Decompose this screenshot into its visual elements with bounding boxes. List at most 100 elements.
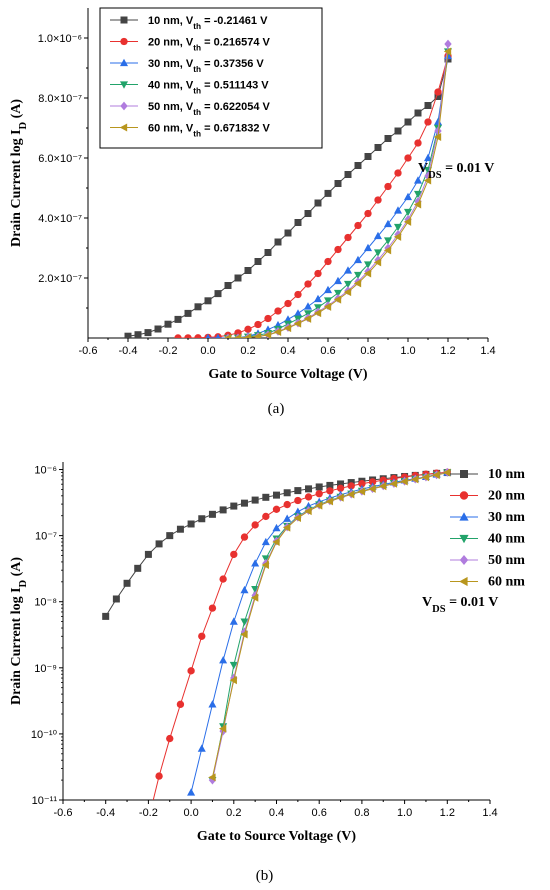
data-point [384, 135, 392, 142]
legend-marker [120, 16, 128, 24]
data-point [184, 309, 192, 317]
data-point [294, 487, 302, 495]
data-point [353, 279, 362, 288]
y-tick-label: 1.0×10⁻⁶ [38, 33, 82, 45]
data-point [250, 593, 259, 602]
data-point [294, 496, 302, 505]
data-point [187, 667, 195, 675]
y-tick-label: 8.0×10⁻⁷ [38, 93, 82, 105]
data-point [304, 280, 312, 288]
data-point [243, 333, 252, 338]
y-tick-label: 10⁻¹⁰ [31, 729, 58, 741]
y-tick-label: 10⁻⁸ [34, 597, 57, 609]
legend-label: 40 nm [488, 532, 525, 547]
data-point [176, 525, 184, 533]
data-point [184, 334, 192, 338]
data-point [403, 192, 413, 201]
data-point [102, 612, 110, 620]
x-tick-label: -0.6 [54, 807, 73, 819]
data-point [434, 88, 442, 96]
series-40-nm-line [211, 472, 448, 781]
data-point [164, 320, 172, 328]
legend-item: 10 nm, Vth = -0.21461 V [110, 15, 268, 31]
data-point [229, 661, 238, 670]
data-point [384, 182, 392, 191]
data-point [373, 249, 383, 257]
data-point [134, 331, 142, 338]
legend-label: 60 nm [488, 575, 525, 590]
x-tick-label: -0.4 [96, 807, 115, 819]
data-point [373, 231, 383, 240]
data-point [363, 243, 373, 252]
plot-area [124, 39, 453, 338]
data-point [251, 521, 259, 529]
data-point [283, 315, 293, 323]
data-point [214, 290, 222, 298]
legend-item: 20 nm, Vth = 0.216574 V [110, 37, 271, 52]
legend-marker [459, 576, 468, 587]
data-point [364, 209, 372, 218]
panel-caption: (b) [256, 868, 274, 884]
data-point [283, 514, 292, 522]
legend-marker [459, 512, 469, 521]
data-point [411, 475, 419, 484]
data-point [244, 267, 252, 274]
data-point [293, 507, 302, 515]
data-point [368, 478, 377, 486]
vds-annotation: VDS = 0.01 V [422, 595, 498, 615]
data-point [333, 276, 343, 285]
legend-marker [119, 58, 129, 67]
data-point [383, 219, 393, 228]
data-point [304, 493, 313, 501]
data-point [324, 257, 332, 266]
data-point [444, 39, 452, 49]
data-point [273, 327, 282, 337]
data-point [262, 512, 270, 521]
data-point [325, 497, 334, 506]
data-point [358, 480, 366, 488]
legend-item: 50 nm, Vth = 0.622054 V [110, 101, 271, 117]
data-point [304, 507, 312, 516]
x-tick-label: 0.0 [183, 807, 198, 819]
x-tick-label: 0.8 [354, 807, 369, 819]
data-point [424, 118, 432, 126]
data-point [194, 334, 202, 338]
legend-item: 40 nm, Vth = 0.511143 V [110, 80, 269, 95]
data-point [219, 656, 228, 664]
y-tick-label: 10⁻⁶ [34, 465, 57, 477]
legend-label: 30 nm [488, 510, 525, 525]
data-point [403, 208, 413, 217]
x-tick-label: -0.6 [79, 345, 98, 357]
data-point [274, 307, 282, 315]
data-point [283, 489, 291, 497]
data-point [303, 302, 313, 310]
series-60-nm [223, 47, 452, 338]
data-point [251, 559, 260, 567]
data-point [304, 210, 312, 217]
y-tick-label: 10⁻⁹ [34, 663, 57, 675]
y-axis-label: Drain Current log ID (A) [9, 99, 29, 247]
legend-marker [120, 37, 128, 46]
data-point [303, 314, 312, 323]
x-tick-label: 0.6 [312, 807, 327, 819]
x-axis-label: Gate to Source Voltage (V) [208, 367, 367, 382]
data-point [187, 788, 196, 796]
data-point [337, 480, 345, 488]
data-point [219, 575, 227, 583]
data-point [424, 102, 432, 109]
data-point [353, 271, 363, 280]
series-50-nm [208, 467, 451, 785]
data-point [336, 484, 345, 492]
x-tick-label: 1.4 [480, 345, 495, 357]
data-point [224, 282, 232, 289]
data-point [215, 333, 221, 338]
data-point [336, 493, 344, 502]
data-point [443, 468, 451, 477]
legend-box [99, 7, 323, 149]
data-point [413, 176, 423, 184]
data-point [155, 540, 163, 548]
data-point [403, 217, 412, 226]
x-tick-label: 0.0 [200, 345, 215, 357]
data-point [305, 485, 313, 493]
legend-marker [460, 470, 468, 478]
